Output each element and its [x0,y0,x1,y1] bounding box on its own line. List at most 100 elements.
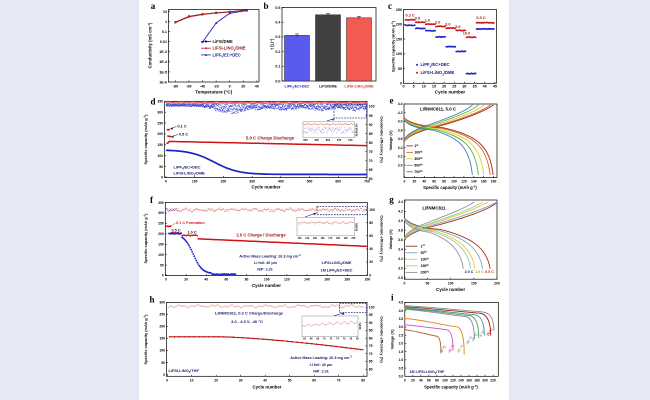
svg-text:80: 80 [442,179,446,183]
svg-text:25 °C: 25 °C [486,327,494,337]
svg-text:40: 40 [263,378,267,382]
svg-text:100: 100 [442,378,448,382]
svg-text:300: 300 [249,179,255,183]
svg-text:150: 150 [159,337,165,341]
svg-text:0: 0 [402,85,404,89]
svg-text:70: 70 [337,378,341,382]
svg-text:3.0 - 4.3 V, -40 °C: 3.0 - 4.3 V, -40 °C [231,319,263,324]
svg-text:20: 20 [214,378,218,382]
svg-text:250: 250 [396,8,402,12]
svg-text:85: 85 [369,132,373,136]
svg-text:60: 60 [225,278,229,282]
svg-text:30: 30 [239,378,243,382]
svg-text:Li foil: 40 μm: Li foil: 40 μm [310,363,333,367]
svg-text:180: 180 [344,278,350,282]
svg-text:4.0: 4.0 [398,219,403,223]
svg-text:-60: -60 [186,85,191,89]
svg-text:0: 0 [162,274,164,278]
svg-text:200: 200 [365,278,371,282]
svg-text:4.4: 4.4 [398,200,403,204]
svg-text:3.4: 3.4 [398,146,403,150]
svg-text:68: 68 [316,338,319,341]
svg-text:0.01: 0.01 [160,40,167,44]
svg-text:70: 70 [369,159,373,163]
svg-text:0.1: 0.1 [275,65,280,69]
svg-text:100: 100 [369,305,375,309]
svg-text:100: 100 [369,208,375,212]
svg-text:4.4: 4.4 [398,102,403,106]
svg-text:1.0 C: 1.0 C [475,270,484,274]
svg-text:LiFSI/DME: LiFSI/DME [319,85,337,89]
svg-text:0: 0 [229,85,231,89]
svg-text:0: 0 [403,281,405,285]
svg-text:100: 100 [369,105,375,109]
svg-text:Specific capacity (mAh g-1): Specific capacity (mAh g-1) [143,213,148,264]
svg-text:0: 0 [404,179,406,183]
svg-text:4.0: 4.0 [399,309,404,313]
svg-text:190: 190 [344,237,349,240]
svg-text:20: 20 [184,278,188,282]
svg-text:50: 50 [160,263,164,267]
svg-text:4.2: 4.2 [398,210,403,214]
svg-text:10: 10 [163,10,167,14]
svg-text:3.4: 3.4 [398,248,403,252]
svg-text:60: 60 [427,378,431,382]
svg-text:0.5 C: 0.5 C [172,229,181,233]
svg-text:200: 200 [158,232,164,236]
svg-text:80: 80 [435,378,439,382]
svg-text:180: 180 [474,378,480,382]
svg-text:350: 350 [157,100,163,104]
svg-text:LiPF6/EC+DEC: LiPF6/EC+DEC [174,164,201,170]
svg-text:5: 5 [413,85,415,89]
svg-text:Cycle number: Cycle number [252,283,281,288]
svg-text:30: 30 [462,85,466,89]
svg-text:1.0: 1.0 [425,18,430,23]
svg-text:Cycle number: Cycle number [251,185,280,190]
svg-text:3.0: 3.0 [445,21,450,26]
svg-text:15: 15 [432,85,436,89]
svg-text:160: 160 [324,278,330,282]
svg-text:300: 300 [159,301,165,305]
svg-text:b: b [263,1,268,11]
svg-text:99.2%: 99.2% [359,322,362,330]
svg-text:0.5 C: 0.5 C [179,132,188,136]
svg-text:80: 80 [369,221,373,225]
svg-text:100: 100 [448,281,454,285]
svg-text:d: d [150,97,155,107]
svg-text:1st: 1st [414,144,418,148]
svg-text:50: 50 [159,165,163,169]
svg-text:-20 °C: -20 °C [465,335,474,346]
svg-text:100: 100 [192,179,198,183]
svg-text:4.0: 4.0 [398,120,403,124]
svg-text:100: 100 [264,278,270,282]
svg-text:20: 20 [413,179,417,183]
svg-text:72: 72 [330,338,333,341]
svg-text:64: 64 [303,338,306,341]
svg-text:Active Mass Loading: 20.3 mg c: Active Mass Loading: 20.3 mg cm-2 [290,354,352,359]
svg-text:200: 200 [221,179,227,183]
svg-text:Temperature (°C): Temperature (°C) [195,90,232,95]
svg-text:40: 40 [369,247,373,251]
svg-text:220: 220 [490,378,496,382]
svg-text:50: 50 [161,361,165,365]
svg-text:LiPF6/EC+DEC: LiPF6/EC+DEC [213,52,241,58]
svg-text:80: 80 [369,141,373,145]
svg-text:650: 650 [326,138,331,142]
svg-text:100th: 100th [414,150,423,154]
svg-text:Voltage (V): Voltage (V) [388,130,393,151]
svg-text:160: 160 [321,237,326,240]
svg-text:1M LiPF6/EC+DEC: 1M LiPF6/EC+DEC [321,268,353,273]
svg-text:70: 70 [323,338,326,341]
svg-text:80: 80 [369,336,373,340]
svg-text:40: 40 [255,85,259,89]
svg-text:5.0 C Charge Discharge: 5.0 C Charge Discharge [246,135,295,140]
svg-text:120: 120 [461,179,467,183]
svg-text:200: 200 [396,23,402,27]
svg-text:0: 0 [400,82,402,86]
svg-text:LiFSI-LiNO3/DME: LiFSI-LiNO3/DME [345,85,375,90]
svg-text:180: 180 [336,237,341,240]
svg-text:40: 40 [422,179,426,183]
svg-text:50th: 50th [421,251,428,255]
svg-text:625: 625 [315,138,320,142]
svg-text:3.6: 3.6 [398,137,403,141]
